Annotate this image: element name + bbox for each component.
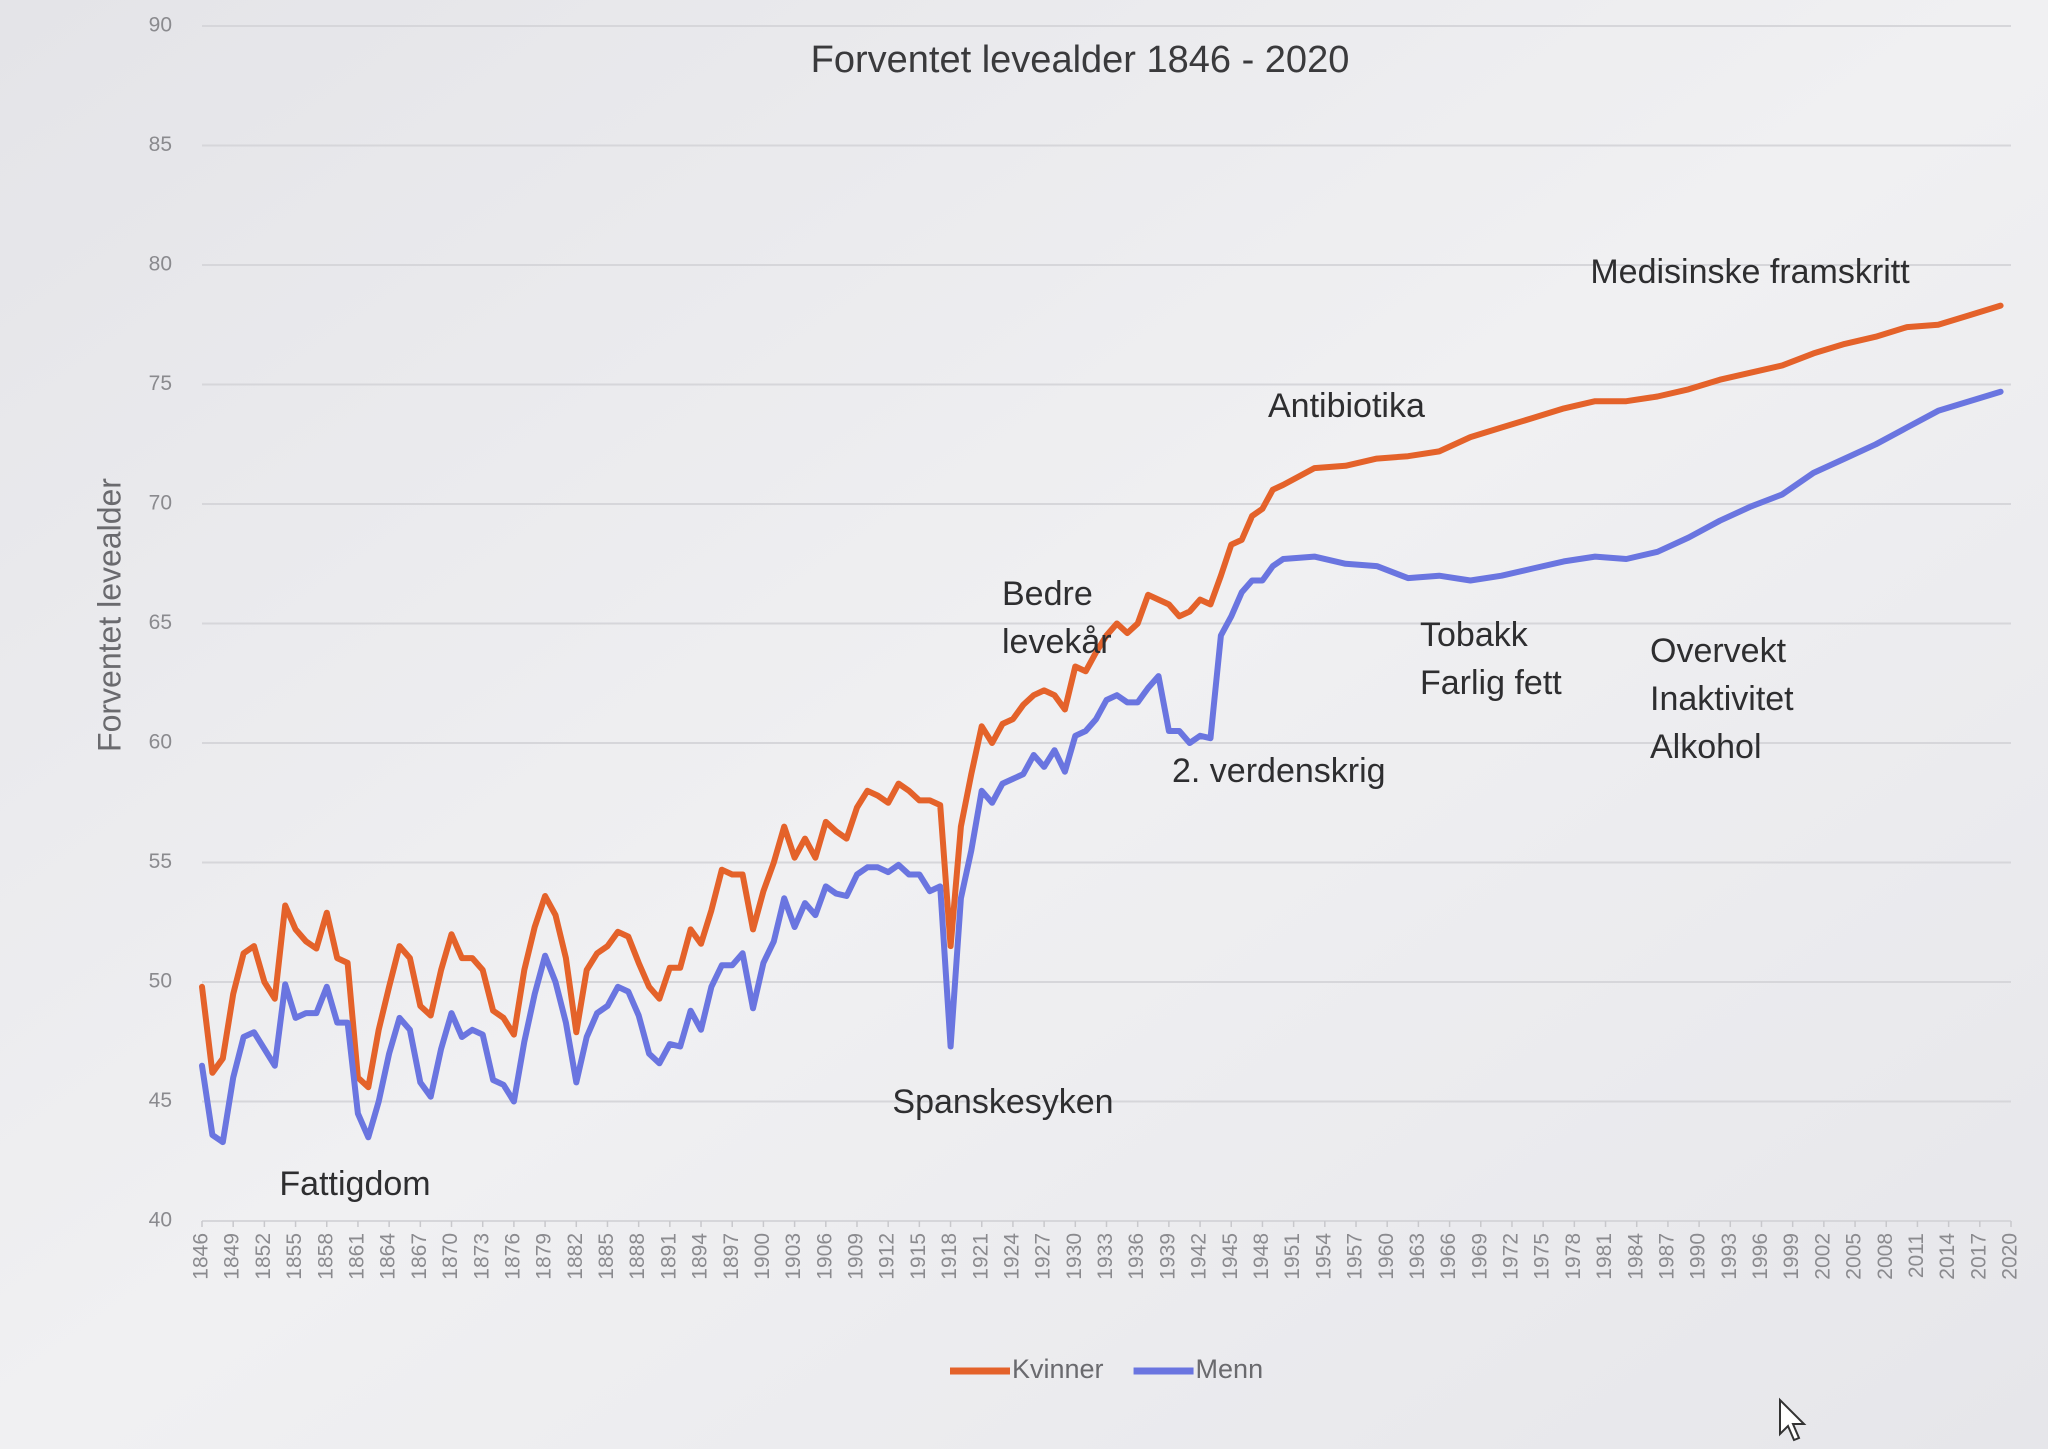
x-tick-label: 1942 xyxy=(1188,1233,1211,1280)
y-tick-label: 50 xyxy=(149,970,172,993)
x-tick-label: 1954 xyxy=(1312,1233,1335,1280)
annotation: Fattigdom xyxy=(279,1165,430,1203)
cursor xyxy=(1779,1397,1807,1442)
x-tick-label: 1876 xyxy=(501,1233,524,1280)
x-tick-label: 1990 xyxy=(1687,1233,1710,1280)
annotation: Tobakk xyxy=(1420,616,1529,654)
y-tick-label: 55 xyxy=(149,850,172,873)
x-tick-label: 1900 xyxy=(751,1233,774,1280)
x-tick-label: 1939 xyxy=(1156,1233,1179,1280)
x-tick-label: 1927 xyxy=(1032,1233,1055,1280)
y-tick-label: 65 xyxy=(149,611,172,634)
x-tick-label: 1870 xyxy=(439,1233,462,1280)
y-tick-label: 75 xyxy=(149,372,172,395)
y-tick-label: 45 xyxy=(149,1089,172,1112)
x-tick-label: 2008 xyxy=(1874,1233,1897,1280)
annotation: Spanskesyken xyxy=(892,1083,1113,1121)
x-tick-label: 1882 xyxy=(564,1233,587,1280)
annotation: Alkohol xyxy=(1650,728,1762,766)
x-tick-label: 1993 xyxy=(1718,1233,1741,1280)
x-tick-label: 1894 xyxy=(689,1233,712,1280)
x-tick-label: 1924 xyxy=(1000,1233,1023,1280)
x-tick-label: 1999 xyxy=(1780,1233,1803,1280)
x-tick-label: 1975 xyxy=(1531,1233,1554,1280)
x-tick-label: 1981 xyxy=(1593,1233,1616,1280)
annotation: Inaktivitet xyxy=(1650,680,1794,718)
grid xyxy=(201,25,2012,1227)
x-tick-label: 1918 xyxy=(938,1233,961,1280)
x-tick-label: 1906 xyxy=(813,1233,836,1280)
x-tick-label: 2005 xyxy=(1843,1233,1866,1280)
x-tick-label: 1921 xyxy=(969,1233,992,1280)
x-tick-label: 1945 xyxy=(1219,1233,1242,1280)
x-tick-label: 1849 xyxy=(221,1233,244,1280)
x-tick-label: 1966 xyxy=(1437,1233,1460,1280)
x-tick-label: 1909 xyxy=(845,1233,868,1280)
x-tick-label: 1903 xyxy=(782,1233,805,1280)
annotation: Bedre xyxy=(1002,575,1093,613)
y-tick-label: 80 xyxy=(149,253,172,276)
y-tick-label: 70 xyxy=(149,492,172,515)
x-tick-label: 1963 xyxy=(1406,1233,1429,1280)
x-tick-label: 1912 xyxy=(876,1233,899,1280)
x-tick-label: 2011 xyxy=(1905,1233,1928,1278)
x-tick-label: 1972 xyxy=(1500,1233,1523,1280)
x-tick-label: 1873 xyxy=(470,1233,493,1280)
y-tick-label: 85 xyxy=(149,133,172,156)
x-tick-label: 2017 xyxy=(1967,1233,1990,1280)
annotation: Overvekt xyxy=(1650,632,1787,670)
plot xyxy=(199,302,2004,1146)
y-tick-label: 90 xyxy=(149,14,172,37)
x-tick-label: 1957 xyxy=(1344,1233,1367,1280)
x-tick-label: 1915 xyxy=(907,1233,930,1280)
x-tick-label: 1933 xyxy=(1094,1233,1117,1280)
x-tick-label: 1948 xyxy=(1250,1233,1273,1280)
line-series xyxy=(199,302,2004,1091)
x-tick-label: 2014 xyxy=(1936,1233,1959,1280)
x-tick-label: 1984 xyxy=(1624,1233,1647,1280)
annotation: 2. verdenskrig xyxy=(1172,752,1386,790)
x-tick-label: 1867 xyxy=(408,1233,431,1280)
x-tick-label: 1858 xyxy=(314,1233,337,1280)
x-tick-label: 1978 xyxy=(1562,1233,1585,1280)
annotation: Antibiotika xyxy=(1268,387,1425,425)
y-axis-label: Forventet levealder xyxy=(91,478,127,752)
x-tick-label: 1879 xyxy=(533,1233,556,1280)
x-tick-label: 1888 xyxy=(626,1233,649,1280)
x-tick-label: 1996 xyxy=(1749,1233,1772,1280)
x-tick-label: 2002 xyxy=(1811,1233,1834,1280)
x-tick-label: 2020 xyxy=(1999,1233,2022,1280)
annotation: levekår xyxy=(1002,623,1112,661)
x-tick-label: 1864 xyxy=(377,1233,400,1280)
x-tick-label: 1846 xyxy=(190,1233,213,1280)
x-tick-label: 1897 xyxy=(720,1233,743,1280)
x-tick-label: 1852 xyxy=(252,1233,275,1280)
y-tick-label: 40 xyxy=(149,1209,172,1232)
annotation: Farlig fett xyxy=(1420,664,1562,702)
legend-label: Menn xyxy=(1196,1354,1264,1384)
x-tick-label: 1861 xyxy=(345,1233,368,1280)
chart-title: Forventet levealder 1846 - 2020 xyxy=(811,39,1350,81)
annotation: Medisinske framskritt xyxy=(1590,253,1910,291)
x-tick-label: 1936 xyxy=(1125,1233,1148,1280)
x-tick-label: 1969 xyxy=(1468,1233,1491,1280)
line-series xyxy=(199,388,2004,1146)
x-tick-label: 1930 xyxy=(1063,1233,1086,1280)
x-tick-label: 1951 xyxy=(1281,1233,1304,1280)
x-tick-label: 1987 xyxy=(1655,1233,1678,1280)
y-tick-label: 60 xyxy=(149,731,172,754)
x-tick-label: 1891 xyxy=(657,1233,680,1280)
x-tick-label: 1855 xyxy=(283,1233,306,1280)
legend-label: Kvinner xyxy=(1012,1354,1104,1384)
x-tick-label: 1885 xyxy=(595,1233,618,1280)
x-tick-label: 1960 xyxy=(1375,1233,1398,1280)
